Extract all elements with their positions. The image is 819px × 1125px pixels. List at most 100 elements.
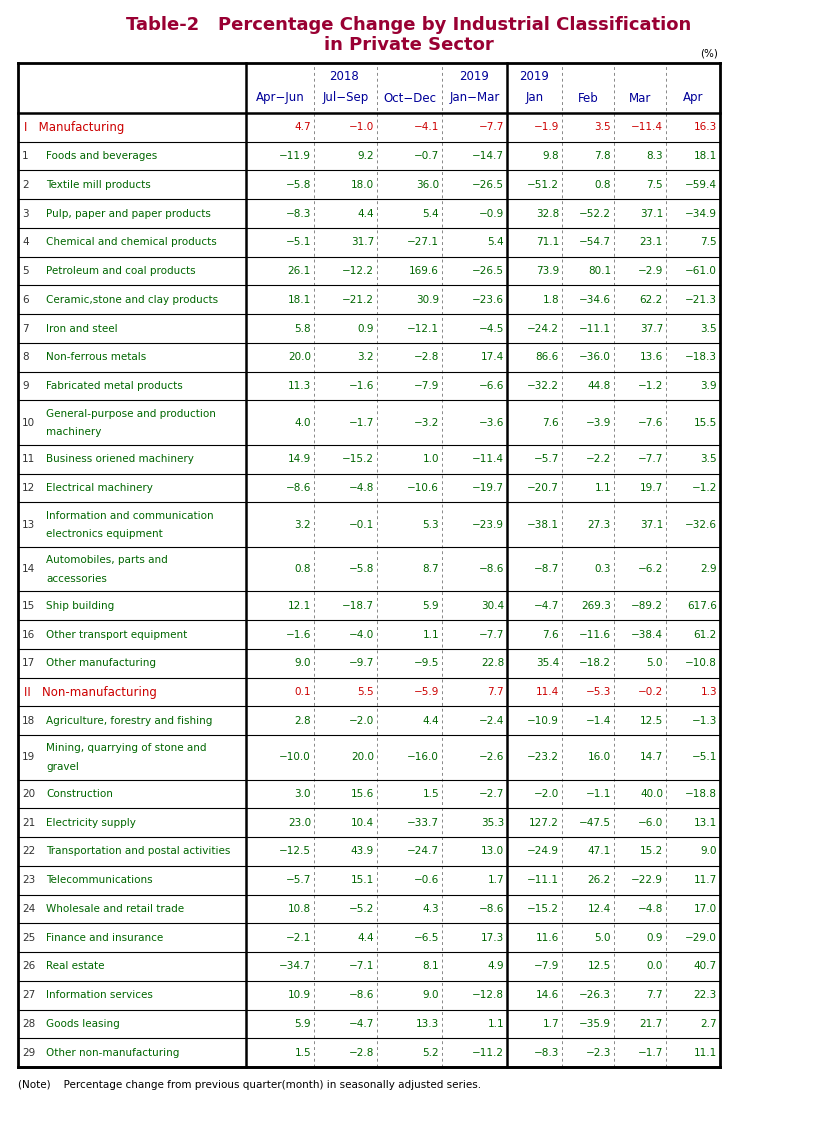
Text: 0.0: 0.0 [647, 962, 663, 971]
Text: −2.7: −2.7 [478, 789, 504, 799]
Text: 7.5: 7.5 [646, 180, 663, 190]
Text: Mining, quarrying of stone and: Mining, quarrying of stone and [46, 744, 206, 754]
Text: −6.0: −6.0 [638, 818, 663, 828]
Text: 7.5: 7.5 [700, 237, 717, 248]
Text: 617.6: 617.6 [687, 601, 717, 611]
Text: 18.1: 18.1 [287, 295, 311, 305]
Text: 17: 17 [22, 658, 35, 668]
Text: −4.8: −4.8 [349, 483, 374, 493]
Text: Electricity supply: Electricity supply [46, 818, 136, 828]
Text: −1.7: −1.7 [349, 417, 374, 428]
Text: 19.7: 19.7 [640, 483, 663, 493]
Text: −59.4: −59.4 [685, 180, 717, 190]
Text: 11: 11 [22, 455, 35, 465]
Text: −19.7: −19.7 [472, 483, 504, 493]
Text: Textile mill products: Textile mill products [46, 180, 151, 190]
Text: 14.6: 14.6 [536, 990, 559, 1000]
Text: 9: 9 [22, 381, 29, 391]
Text: −34.6: −34.6 [579, 295, 611, 305]
Text: 1.5: 1.5 [294, 1047, 311, 1057]
Text: 14: 14 [22, 564, 35, 574]
Text: 9.0: 9.0 [700, 846, 717, 856]
Text: −2.1: −2.1 [286, 933, 311, 943]
Text: 12.5: 12.5 [640, 716, 663, 726]
Text: −27.1: −27.1 [407, 237, 439, 248]
Text: −12.8: −12.8 [472, 990, 504, 1000]
Text: 0.1: 0.1 [295, 687, 311, 698]
Text: 10.4: 10.4 [351, 818, 374, 828]
Text: 1.3: 1.3 [700, 687, 717, 698]
Text: 5.2: 5.2 [423, 1047, 439, 1057]
Text: −8.7: −8.7 [534, 564, 559, 574]
Text: 35.4: 35.4 [536, 658, 559, 668]
Text: 9.0: 9.0 [423, 990, 439, 1000]
Text: −0.6: −0.6 [414, 875, 439, 885]
Text: 127.2: 127.2 [529, 818, 559, 828]
Text: −3.6: −3.6 [478, 417, 504, 428]
Text: 40.0: 40.0 [640, 789, 663, 799]
Text: 169.6: 169.6 [410, 266, 439, 276]
Text: 1.0: 1.0 [423, 455, 439, 465]
Text: −9.5: −9.5 [414, 658, 439, 668]
Text: 10: 10 [22, 417, 35, 428]
Text: 5.8: 5.8 [294, 324, 311, 333]
Text: −23.2: −23.2 [527, 753, 559, 763]
Text: −8.3: −8.3 [286, 208, 311, 218]
Text: 11.3: 11.3 [287, 381, 311, 391]
Text: 40.7: 40.7 [694, 962, 717, 971]
Text: −2.4: −2.4 [478, 716, 504, 726]
Text: 20.0: 20.0 [288, 352, 311, 362]
Text: 4.4: 4.4 [423, 716, 439, 726]
Text: Other non-manufacturing: Other non-manufacturing [46, 1047, 179, 1057]
Text: −9.7: −9.7 [349, 658, 374, 668]
Text: Jan: Jan [526, 91, 544, 105]
Text: Mar: Mar [629, 91, 651, 105]
Text: 3: 3 [22, 208, 29, 218]
Text: 12.5: 12.5 [588, 962, 611, 971]
Text: 4: 4 [22, 237, 29, 248]
Text: Finance and insurance: Finance and insurance [46, 933, 163, 943]
Text: 3.2: 3.2 [294, 520, 311, 530]
Text: −35.9: −35.9 [579, 1019, 611, 1029]
Text: 22.3: 22.3 [694, 990, 717, 1000]
Text: −1.7: −1.7 [638, 1047, 663, 1057]
Text: 13.6: 13.6 [640, 352, 663, 362]
Text: −38.1: −38.1 [527, 520, 559, 530]
Text: −54.7: −54.7 [579, 237, 611, 248]
Text: −26.5: −26.5 [472, 266, 504, 276]
Text: −26.5: −26.5 [472, 180, 504, 190]
Text: −12.5: −12.5 [279, 846, 311, 856]
Text: 35.3: 35.3 [481, 818, 504, 828]
Text: −89.2: −89.2 [631, 601, 663, 611]
Text: Ceramic,stone and clay products: Ceramic,stone and clay products [46, 295, 218, 305]
Text: −5.2: −5.2 [349, 904, 374, 914]
Text: 2.9: 2.9 [700, 564, 717, 574]
Text: 11.4: 11.4 [536, 687, 559, 698]
Text: −1.2: −1.2 [638, 381, 663, 391]
Text: 10.8: 10.8 [287, 904, 311, 914]
Text: accessories: accessories [46, 574, 106, 584]
Text: 26.1: 26.1 [287, 266, 311, 276]
Text: 3.5: 3.5 [595, 123, 611, 133]
Text: General-purpose and production: General-purpose and production [46, 408, 216, 418]
Text: −5.7: −5.7 [534, 455, 559, 465]
Text: 14.9: 14.9 [287, 455, 311, 465]
Text: 71.1: 71.1 [536, 237, 559, 248]
Text: −29.0: −29.0 [686, 933, 717, 943]
Text: −10.0: −10.0 [279, 753, 311, 763]
Text: −7.7: −7.7 [638, 455, 663, 465]
Text: 8: 8 [22, 352, 29, 362]
Text: −8.3: −8.3 [534, 1047, 559, 1057]
Text: 37.7: 37.7 [640, 324, 663, 333]
Text: −0.1: −0.1 [349, 520, 374, 530]
Text: −1.4: −1.4 [586, 716, 611, 726]
Text: 14.7: 14.7 [640, 753, 663, 763]
Text: 9.2: 9.2 [357, 151, 374, 161]
Text: −3.2: −3.2 [414, 417, 439, 428]
Text: 5.3: 5.3 [423, 520, 439, 530]
Text: −11.4: −11.4 [472, 455, 504, 465]
Text: −5.1: −5.1 [286, 237, 311, 248]
Text: −10.9: −10.9 [527, 716, 559, 726]
Text: 15.1: 15.1 [351, 875, 374, 885]
Text: −52.2: −52.2 [579, 208, 611, 218]
